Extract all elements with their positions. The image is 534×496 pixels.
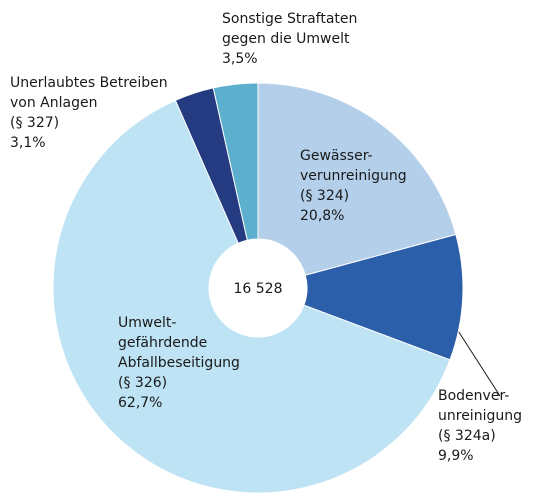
slice-label-line: Abfallbeseitigung (118, 355, 240, 371)
slice-value-label: 62,7% (118, 395, 162, 411)
slice-label-line: Gewässer- (300, 148, 373, 164)
slice-label-line: unreinigung (438, 408, 522, 424)
slice-label-line: Sonstige Straftaten (222, 11, 357, 27)
slice-value-label: 3,5% (222, 51, 258, 67)
pie-slice (52, 99, 451, 494)
pie-slice (212, 82, 259, 241)
slice-label: Umwelt-gefährdende Abfallbeseitigung (§ 32… (118, 315, 240, 411)
center-label: 16 528 (234, 281, 283, 297)
slice-label-line: (§ 326) (118, 375, 167, 391)
slice-label-line: von Anlagen (10, 95, 97, 111)
pie-slice (257, 82, 457, 276)
leader-line (454, 325, 501, 397)
slice-label: Bodenver-unreinigung (§ 324a) 9,9% (438, 388, 522, 464)
slice-label: Sonstige Straftaten gegen die Umwelt 3,5% (222, 11, 357, 67)
slice-label-line: Bodenver- (438, 388, 509, 404)
slice-label: Gewässer-verunreinigung (§ 324) 20,8% (300, 148, 407, 224)
pie-slice (303, 233, 464, 361)
slice-label-line: (§ 324a) (438, 428, 496, 444)
slice-value-label: 9,9% (438, 448, 474, 464)
slice-label-line: (§ 327) (10, 115, 59, 131)
slice-label-line: gefährdende (118, 335, 207, 351)
slice-value-label: 3,1% (10, 135, 46, 151)
slice-label-line: (§ 324) (300, 188, 349, 204)
slice-label: Unerlaubtes Betreiben von Anlagen (§ 327) 3… (10, 75, 168, 151)
slice-label-line: Unerlaubtes Betreiben (10, 75, 168, 91)
slice-label-line: verunreinigung (300, 168, 407, 184)
slice-label-line: Umwelt- (118, 315, 176, 331)
slice-label-line: gegen die Umwelt (222, 31, 350, 47)
slice-value-label: 20,8% (300, 208, 344, 224)
